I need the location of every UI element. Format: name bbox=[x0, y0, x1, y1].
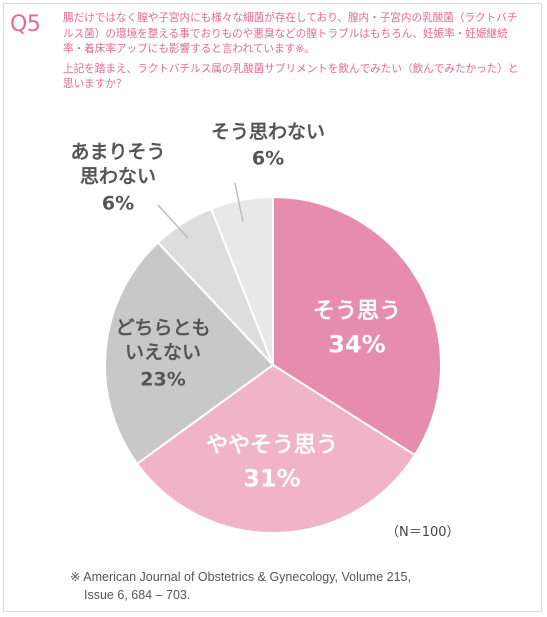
pie-slice bbox=[209, 195, 274, 366]
pie-slices bbox=[104, 195, 442, 534]
slice-value-label: 6% bbox=[102, 192, 134, 214]
leader-lines bbox=[157, 182, 244, 239]
question-text: 腸だけではなく膣や子宮内にも様々な細菌が存在しており、膣内・子宮内の乳酸菌（ラク… bbox=[63, 11, 528, 97]
question-paragraph-2: 上記を踏まえ、ラクトバチルス属の乳酸菌サプリメントを飲んでみたい（飲んでみたかっ… bbox=[63, 62, 519, 91]
slice-value-label: 6% bbox=[252, 148, 284, 170]
slice-category-label: そう思う bbox=[313, 299, 401, 324]
leader-line bbox=[157, 204, 189, 239]
slice-category-label: いえない bbox=[125, 342, 201, 364]
source-line-1: ※ American Journal of Obstetrics & Gynec… bbox=[70, 570, 411, 584]
slice-value-label: 23% bbox=[140, 368, 185, 390]
question-number: Q5 bbox=[10, 12, 41, 37]
slice-category-label: ややそう思う bbox=[206, 433, 338, 458]
slice-category-label: あまりそう bbox=[70, 141, 165, 163]
pie-slice bbox=[104, 241, 275, 466]
sample-size-label: （N＝100） bbox=[386, 525, 460, 540]
slice-category-label: どちらとも bbox=[115, 317, 210, 339]
slice-category-label: 思わない bbox=[80, 166, 156, 188]
question-paragraph-1: 腸だけではなく膣や子宮内にも様々な細菌が存在しており、膣内・子宮内の乳酸菌（ラク… bbox=[63, 12, 518, 56]
leader-line bbox=[234, 182, 244, 223]
source-line-2: Issue 6, 684 – 703. bbox=[84, 588, 191, 602]
slice-category-label: そう思わない bbox=[211, 121, 325, 143]
slice-value-label: 31% bbox=[243, 465, 300, 493]
source-footnote: ※ American Journal of Obstetrics & Gynec… bbox=[70, 568, 490, 604]
slice-value-label: 34% bbox=[328, 331, 385, 359]
pie-slice bbox=[135, 363, 417, 534]
